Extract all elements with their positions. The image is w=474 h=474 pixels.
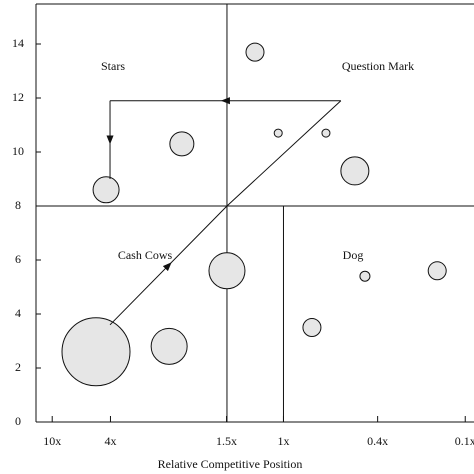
y-tick-label: 10 [12, 144, 24, 158]
bubble [169, 131, 195, 157]
bubble [208, 252, 246, 290]
bubble [302, 318, 322, 337]
quadrant-label: Question Mark [342, 59, 414, 73]
y-tick-label: 14 [12, 36, 24, 50]
x-tick-label: 10x [43, 434, 61, 448]
y-tick-label: 2 [15, 360, 21, 374]
x-tick-label: 0.1x [455, 434, 474, 448]
quadrant-label: Stars [101, 59, 125, 73]
bubble [340, 156, 370, 186]
bubble [427, 261, 447, 281]
quadrant-label: Cash Cows [118, 248, 173, 262]
y-tick-label: 4 [15, 306, 21, 320]
y-tick-label: 8 [15, 198, 21, 212]
bubble [321, 128, 331, 138]
quadrant-label: Dog [343, 248, 364, 262]
bubble [273, 128, 283, 138]
x-tick-label: 4x [104, 434, 116, 448]
bubble [359, 270, 371, 282]
arrow-segment [226, 100, 342, 207]
x-tick-label: 1x [277, 434, 289, 448]
y-tick-label: 12 [12, 90, 24, 104]
x-axis-label: Relative Competitive Position [158, 457, 303, 471]
y-tick-label: 6 [15, 252, 21, 266]
bubble [92, 176, 120, 204]
bubble [245, 42, 265, 62]
x-tick-label: 0.4x [367, 434, 388, 448]
x-tick-label: 1.5x [216, 434, 237, 448]
bubble [61, 317, 131, 387]
bubble [150, 327, 188, 365]
y-tick-label: 0 [15, 414, 21, 428]
